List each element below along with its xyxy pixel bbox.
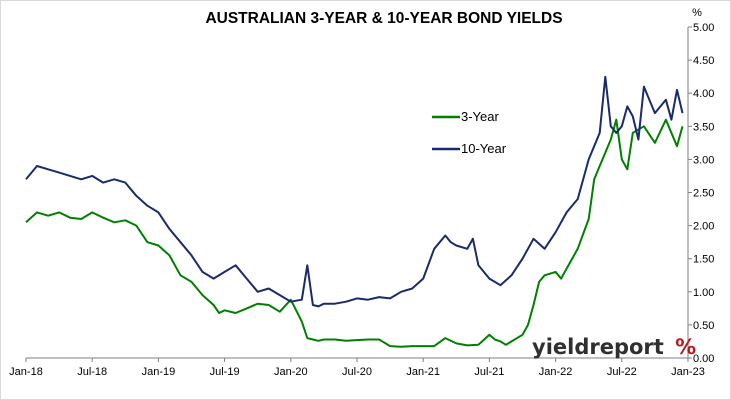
x-tick-label: Jan-22 — [539, 366, 573, 378]
x-tick-label: Jul-22 — [607, 366, 637, 378]
y-tick-label: 1.50 — [693, 254, 714, 266]
legend-item-3-year: 3-Year — [432, 109, 499, 124]
y-tick-label: 3.00 — [693, 154, 714, 166]
chart-title: AUSTRALIAN 3-YEAR & 10-YEAR BOND YIELDS — [205, 10, 562, 27]
y-tick-label: 4.00 — [693, 88, 714, 100]
y-tick-label: 1.00 — [693, 287, 714, 299]
y-axis-ticks: 0.00 0.50 1.00 1.50 2.00 2.50 3.00 3.50 4.00 4.50… — [688, 22, 714, 365]
y-tick-label: 4.50 — [693, 55, 714, 67]
y-tick-label: 0.50 — [693, 320, 714, 332]
y-tick-label: 0.00 — [693, 353, 714, 365]
legend: 3-Year 10-Year — [432, 109, 507, 156]
x-tick-label: Jul-21 — [474, 366, 504, 378]
x-tick-label: Jul-19 — [210, 366, 240, 378]
series-lines — [25, 75, 684, 348]
x-tick-label: Jan-20 — [274, 366, 308, 378]
series-line-10-year — [25, 75, 684, 308]
y-tick-label: 3.50 — [693, 121, 714, 133]
brand-wordmark: yieldreport — [532, 335, 664, 359]
legend-label-3-year: 3-Year — [461, 109, 499, 124]
legend-item-10-year: 10-Year — [432, 141, 507, 156]
y-axis-unit-label: % — [692, 7, 702, 19]
x-tick-label: Jan-18 — [9, 366, 43, 378]
brand-percent-symbol: % — [675, 335, 696, 359]
x-axis-ticks: Jan-18 Jul-18 Jan-19 Jul-19 Jan-20 Jul-20 Jan-… — [9, 358, 705, 378]
y-tick-label: 2.00 — [693, 221, 714, 233]
x-tick-label: Jan-19 — [142, 366, 176, 378]
svg-text:yieldreport %: yieldreport % — [532, 335, 696, 359]
x-tick-label: Jan-21 — [406, 366, 440, 378]
x-tick-label: Jul-20 — [342, 366, 372, 378]
x-tick-label: Jul-18 — [77, 366, 107, 378]
series-line-3-year — [25, 118, 684, 348]
x-tick-label: Jan-23 — [671, 366, 705, 378]
legend-label-10-year: 10-Year — [461, 141, 507, 156]
y-tick-label: 2.50 — [693, 188, 714, 200]
yieldreport-logo: yieldreport % — [532, 335, 696, 359]
y-tick-label: 5.00 — [693, 22, 714, 34]
